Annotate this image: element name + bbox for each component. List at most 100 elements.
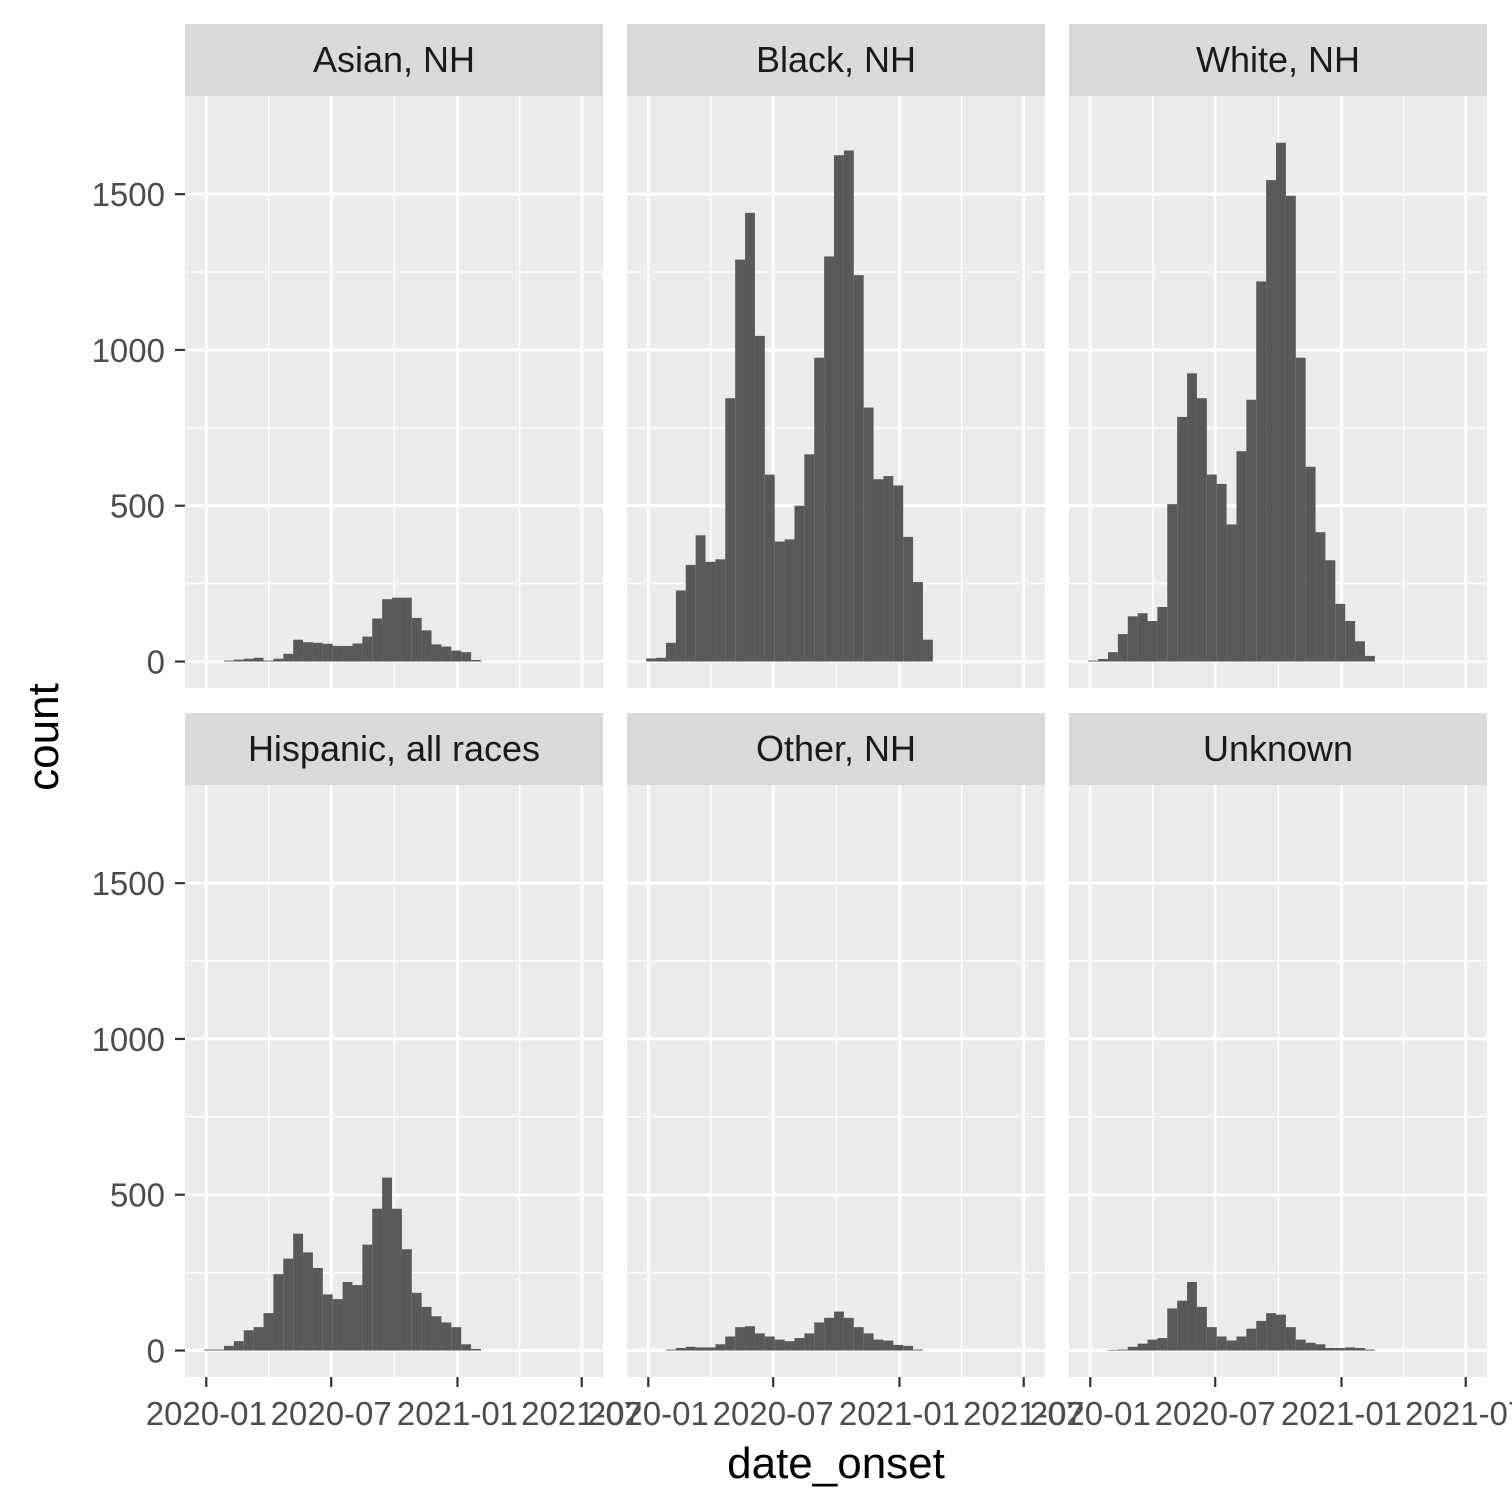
histogram-bars — [204, 1177, 481, 1351]
x-tick-label: 2020-01 — [146, 1395, 267, 1432]
histogram-bar — [853, 275, 864, 662]
histogram-bar — [1355, 641, 1365, 662]
histogram-bar — [1364, 1349, 1375, 1351]
y-tick-label: 0 — [147, 1333, 165, 1370]
facet-black-nh: Black, NH — [627, 24, 1045, 688]
histogram-bar — [293, 639, 304, 662]
facet-strip — [1069, 713, 1487, 785]
histogram-bar — [253, 657, 264, 662]
facet-hispanic-all-races: Hispanic, all races — [185, 713, 603, 1377]
histogram-bar — [1127, 616, 1138, 662]
histogram-bar — [656, 657, 666, 662]
histogram-bars — [223, 597, 481, 662]
facet-strip-label: White, NH — [1196, 39, 1360, 80]
histogram-bar — [1137, 1343, 1148, 1351]
histogram-bar — [471, 659, 481, 662]
histogram-bar — [863, 407, 874, 662]
histogram-bar — [824, 256, 835, 662]
y-tick-label: 500 — [110, 488, 165, 525]
histogram-bar — [352, 1285, 363, 1351]
histogram-bar — [1107, 1349, 1118, 1351]
histogram-bar — [784, 539, 795, 662]
histogram-bar — [1117, 634, 1128, 662]
histogram-bar — [273, 658, 284, 662]
x-tick-label: 2020-07 — [1155, 1395, 1276, 1432]
histogram-bar — [204, 1349, 215, 1351]
histogram-bar — [903, 536, 914, 662]
histogram-bar — [1246, 1328, 1257, 1351]
histogram-bar — [461, 652, 472, 662]
histogram-bar — [401, 597, 412, 662]
x-tick-label: 2021-07 — [963, 1395, 1084, 1432]
histogram-bar — [253, 1327, 264, 1351]
x-tick-label: 2021-01 — [1281, 1395, 1402, 1432]
histogram-bar — [873, 1339, 884, 1351]
x-tick-label: 2020-01 — [1030, 1395, 1151, 1432]
histogram-bar — [372, 1208, 383, 1351]
facet-strip-label: Black, NH — [756, 39, 916, 80]
histogram-bar — [883, 476, 894, 662]
histogram-bar — [303, 642, 313, 662]
histogram-bar — [1295, 1339, 1306, 1351]
histogram-bar — [342, 1281, 353, 1351]
histogram-bar — [461, 1344, 472, 1351]
histogram-bar — [1147, 1339, 1158, 1351]
histogram-bar — [725, 1336, 736, 1351]
x-tick-label: 2020-01 — [588, 1395, 709, 1432]
histogram-bar — [1335, 603, 1346, 662]
histogram-bar — [421, 1306, 432, 1351]
histogram-bar — [451, 1327, 462, 1351]
histogram-bar — [715, 1344, 726, 1351]
histogram-bar — [794, 1338, 805, 1351]
histogram-bar — [322, 1294, 333, 1351]
histogram-bar — [1206, 474, 1217, 662]
histogram-bar — [332, 645, 343, 662]
histogram-bar — [774, 1339, 785, 1351]
histogram-bar — [695, 535, 706, 662]
histogram-bar — [392, 597, 402, 662]
histogram-bar — [1117, 1349, 1128, 1351]
facet-strip — [627, 24, 1045, 96]
histogram-bar — [382, 1177, 393, 1351]
histogram-bar — [1167, 1308, 1178, 1351]
histogram-bar — [745, 1326, 755, 1351]
histogram-bar — [312, 1267, 323, 1351]
facet-strip-label: Asian, NH — [313, 39, 475, 80]
histogram-bars — [665, 1311, 923, 1351]
histogram-bar — [1266, 1313, 1277, 1351]
histogram-bar — [814, 1322, 825, 1351]
histogram-bar — [1236, 1336, 1247, 1351]
y-tick-label: 1500 — [92, 865, 165, 902]
histogram-bar — [675, 1348, 686, 1351]
histogram-bar — [1216, 1336, 1227, 1351]
facet-strip-label: Other, NH — [756, 728, 916, 769]
facet-unknown: Unknown — [1069, 713, 1487, 1377]
histogram-bar — [1246, 399, 1257, 662]
histogram-bar — [1216, 483, 1227, 662]
histogram-bar — [283, 1258, 294, 1351]
histogram-bar — [223, 1345, 234, 1351]
histogram-bar — [774, 541, 785, 662]
histogram-bar — [1157, 1338, 1168, 1351]
histogram-bar — [1276, 1314, 1286, 1351]
histogram-bar — [1147, 621, 1158, 662]
histogram-bar — [1226, 1340, 1237, 1351]
histogram-bar — [421, 630, 432, 662]
histogram-bar — [705, 1347, 716, 1351]
histogram-bar — [1355, 1348, 1365, 1351]
histogram-bar — [451, 650, 462, 662]
x-tick-label: 2021-07 — [1405, 1395, 1512, 1432]
histogram-bar — [233, 1341, 244, 1351]
histogram-bar — [1276, 142, 1286, 662]
histogram-bar — [372, 618, 383, 662]
histogram-bars — [1107, 1281, 1375, 1351]
histogram-bar — [1325, 560, 1336, 662]
histogram-bar — [1226, 524, 1237, 662]
histogram-bar — [1088, 660, 1099, 662]
histogram-bar — [392, 1208, 402, 1351]
histogram-bar — [853, 1327, 864, 1351]
histogram-bar — [913, 582, 923, 662]
histogram-bar — [1157, 606, 1168, 662]
histogram-bar — [362, 1244, 373, 1351]
